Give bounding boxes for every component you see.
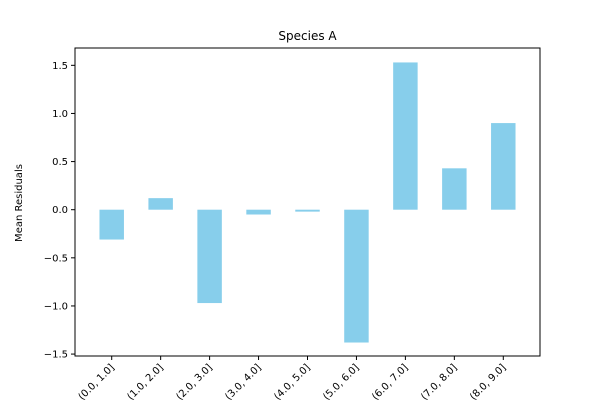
bar: [246, 209, 271, 215]
x-tick-label: (0.0, 1.0]: [77, 362, 117, 400]
y-tick-label: −1.0: [44, 301, 68, 312]
bar: [148, 198, 173, 210]
x-ticks-group: (0.0, 1.0] (1.0, 2.0] (2.0, 3.0] (3.0, 4.0]…: [77, 356, 508, 400]
y-tick-label: 0.5: [52, 157, 68, 168]
y-tick-label: 1.0: [52, 109, 68, 120]
bar: [393, 62, 418, 210]
y-tick-label: −1.5: [44, 350, 68, 361]
y-tick-label: 0.0: [52, 205, 68, 216]
bar: [99, 209, 124, 240]
plot-frame: [74, 47, 541, 357]
bar: [197, 209, 222, 304]
x-tick-label: (3.0, 4.0]: [223, 362, 263, 400]
x-tick-label: (4.0, 5.0]: [272, 362, 312, 400]
bars-group: [99, 62, 516, 343]
chart-title: Species A: [278, 29, 337, 43]
x-tick-label: (8.0, 9.0]: [468, 362, 508, 400]
x-tick-label: (5.0, 6.0]: [321, 362, 361, 400]
bar: [344, 209, 369, 343]
x-tick-label: (1.0, 2.0]: [125, 362, 165, 400]
y-tick-label: −0.5: [44, 253, 68, 264]
x-tick-label: (2.0, 3.0]: [174, 362, 214, 400]
x-tick-label: (6.0, 7.0]: [370, 362, 410, 400]
bar: [491, 123, 516, 210]
bar: [295, 209, 320, 212]
y-tick-label: 1.5: [52, 61, 68, 72]
x-tick-label: (7.0, 8.0]: [419, 362, 459, 400]
y-axis-label: Mean Residuals: [14, 164, 25, 242]
y-ticks-group: −1.5 −1.0 −0.5 0.0 0.5 1.0 1.5: [44, 61, 75, 361]
bar: [442, 168, 467, 210]
